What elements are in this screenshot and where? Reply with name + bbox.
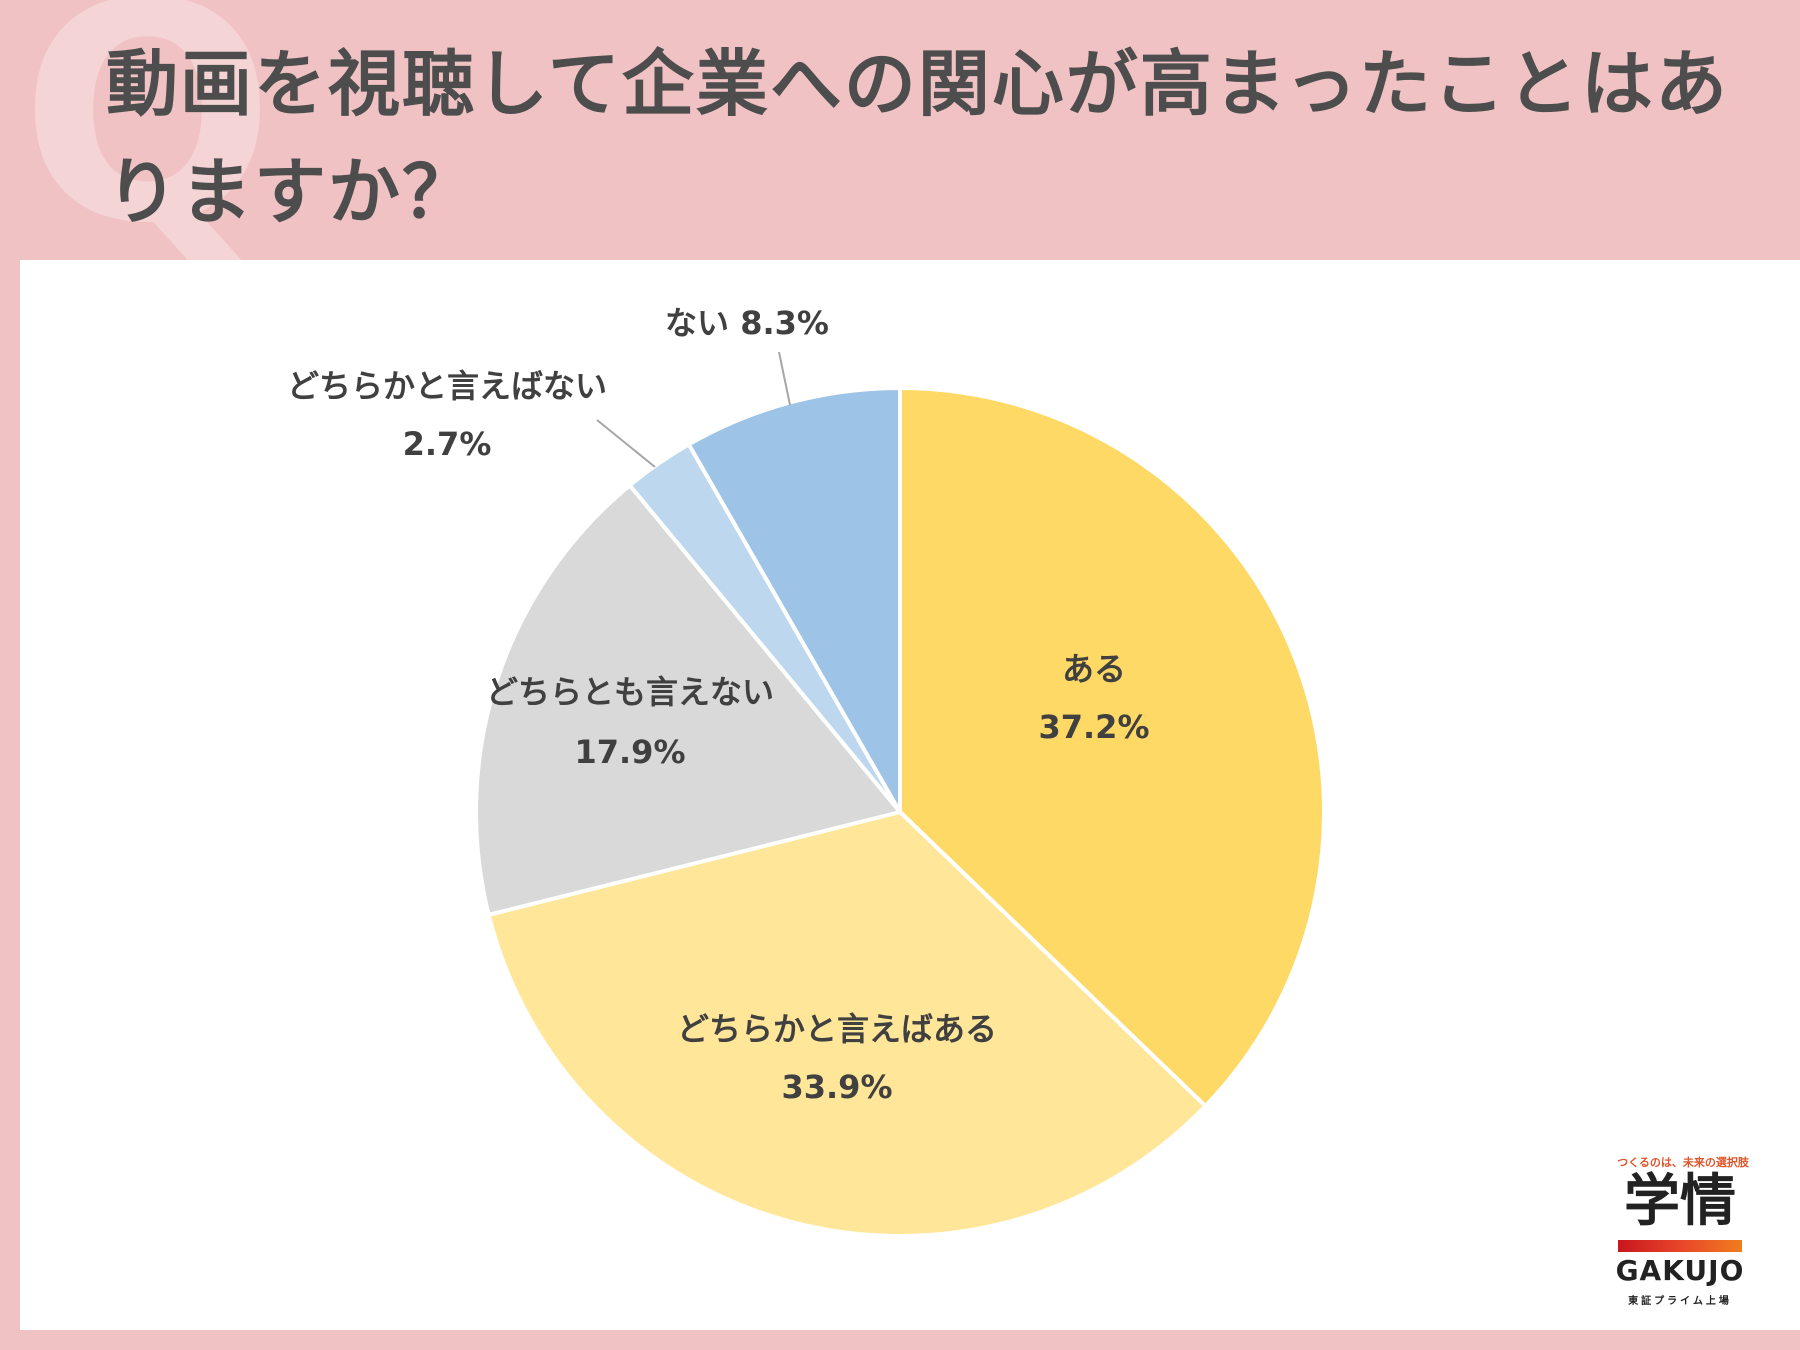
slice-label-1: ある [1062, 650, 1126, 688]
gakujo-logo: つくるのは、未来の選択肢 学情 GAKUJO 東証プライム上場 [1590, 1148, 1770, 1318]
logo-kanji: 学情 [1624, 1169, 1736, 1234]
slice-value-2: 33.9% [781, 1068, 892, 1106]
logo-brand: GAKUJO [1615, 1254, 1745, 1287]
slice-label-5: ない 8.3% [665, 304, 829, 342]
slice-value-1: 37.2% [1038, 708, 1149, 746]
pie-slice-5 [686, 386, 902, 814]
logo-listing: 東証プライム上場 [1628, 1296, 1732, 1307]
logo-tagline: つくるのは、未来の選択肢 [1617, 1156, 1749, 1169]
leader-line-5 [778, 351, 791, 406]
slice-label-4: どちらかと言えばない [287, 367, 607, 405]
pie-slice-2 [486, 810, 1208, 1238]
pie-slice-1 [898, 386, 1326, 1109]
leader-line-4 [596, 419, 656, 468]
slice-label-2: どちらかと言えばある [677, 1010, 997, 1048]
page-title: 動画を視聴して企業への関心が高まったことはありますか？ [106, 42, 1729, 234]
slice-label-3: どちらとも言えない [486, 673, 774, 711]
slice-value-3: 17.9% [574, 733, 685, 771]
logo-gradient-bar [1618, 1240, 1742, 1252]
pie-slice-3 [474, 483, 902, 917]
slice-value-4: 2.7% [403, 425, 492, 463]
